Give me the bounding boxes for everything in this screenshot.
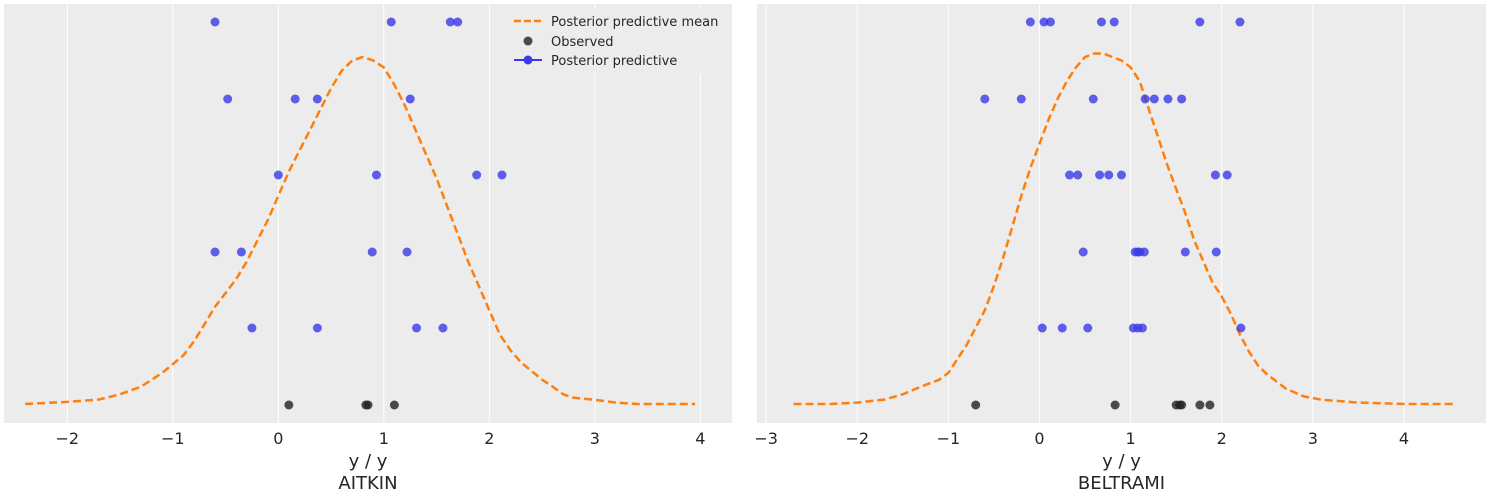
posterior-predictive-point [1211,247,1221,257]
posterior-predictive-point [1039,17,1049,27]
posterior-predictive-point [497,170,507,180]
legend-swatch-predictive [523,55,533,65]
x-tick-label: 2 [484,429,494,448]
posterior-predictive-point [1045,17,1055,27]
x-tick-label: 3 [1308,429,1318,448]
x-tick-label: −2 [845,429,869,448]
posterior-predictive-point [438,323,448,333]
posterior-predictive-point [290,94,300,104]
x-tick-label: 4 [1399,429,1409,448]
posterior-predictive-point [1222,170,1232,180]
posterior-predictive-point [1109,17,1119,27]
posterior-predictive-point [1065,170,1075,180]
posterior-predictive-point [1137,323,1147,333]
posterior-predictive-point [472,170,482,180]
posterior-predictive-point [1149,94,1159,104]
posterior-predictive-point [312,323,322,333]
posterior-predictive-point [1117,170,1126,180]
observed-point [284,400,294,410]
x-axis-label: y / y [349,451,388,472]
legend-swatch-observed [523,36,533,46]
posterior-predictive-point [980,94,990,104]
legend-label-observed: Observed [551,35,614,50]
posterior-predictive-point [405,94,415,104]
posterior-predictive-point [402,247,412,257]
posterior-predictive-point [1083,323,1093,333]
posterior-predictive-point [1104,170,1114,180]
posterior-predictive-point [1078,247,1088,257]
x-tick-label: 1 [1126,429,1136,448]
posterior-predictive-point [412,323,422,333]
x-tick-label: −3 [754,429,778,448]
legend-box [505,8,729,74]
posterior-predictive-point [1096,17,1106,27]
observed-point [971,400,981,410]
posterior-predictive-point [1163,94,1173,104]
x-tick-label: 3 [590,429,600,448]
observed-point [1110,400,1120,410]
posterior-predictive-point [210,247,220,257]
posterior-predictive-point [386,17,396,27]
observed-point [389,400,399,410]
posterior-predictive-point [1016,94,1026,104]
posterior-predictive-point [1095,170,1105,180]
observed-point [1205,400,1215,410]
posterior-predictive-point [312,94,322,104]
x-axis-label: y / y [1102,451,1141,472]
posterior-predictive-point [453,17,463,27]
x-tick-label: 0 [1034,429,1044,448]
posterior-predictive-point [1073,170,1083,180]
posterior-predictive-point [223,94,233,104]
posterior-predictive-point [1210,170,1220,180]
posterior-predictive-point [1236,323,1246,333]
chart-legend: Posterior predictive mean Observed Poste… [505,8,729,74]
posterior-predictive-point [1177,94,1187,104]
posterior-predictive-point [371,170,381,180]
posterior-predictive-point [1139,247,1149,257]
posterior-predictive-mean-line [793,52,1455,406]
x-tick-label: 0 [273,429,283,448]
posterior-predictive-point [1025,17,1035,27]
observed-point [1177,400,1187,410]
posterior-predictive-point [236,247,246,257]
posterior-predictive-point [1057,323,1067,333]
panel-title: AITKIN [338,473,397,494]
posterior-predictive-point [247,323,257,333]
posterior-predictive-point [273,170,283,180]
posterior-predictive-mean-line [25,55,696,406]
legend-label-predictive: Posterior predictive [551,54,677,69]
posterior-predictive-point [367,247,377,257]
plot-area [757,4,1486,423]
posterior-predictive-point [210,17,220,27]
posterior-predictive-point [1140,94,1150,104]
posterior-predictive-point [1088,94,1098,104]
x-tick-label: −1 [937,429,961,448]
observed-point [1195,400,1205,410]
observed-point [363,400,373,410]
posterior-predictive-point [445,17,455,27]
legend-label-mean: Posterior predictive mean [551,15,718,30]
x-tick-label: −1 [161,429,185,448]
x-tick-label: 1 [379,429,389,448]
posterior-predictive-point [1195,17,1205,27]
x-tick-label: 2 [1217,429,1227,448]
panel-title: BELTRAMI [1078,473,1165,494]
posterior-predictive-point [1180,247,1190,257]
x-tick-label: −2 [56,429,80,448]
posterior-predictive-point [1037,323,1047,333]
x-tick-label: 4 [695,429,705,448]
posterior-predictive-point [1235,17,1245,27]
